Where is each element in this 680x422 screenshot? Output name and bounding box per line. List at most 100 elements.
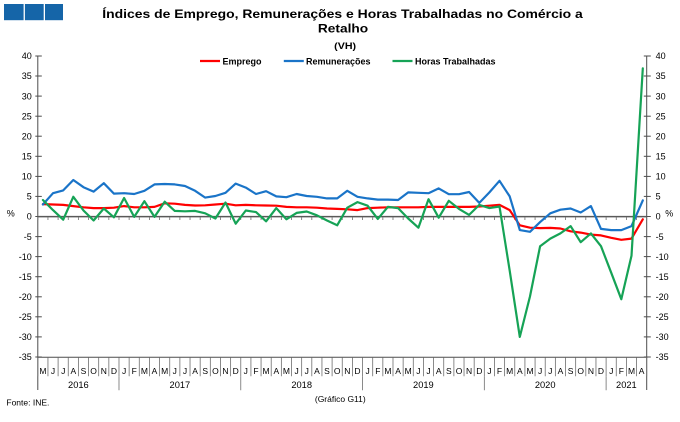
svg-text:S: S [568, 366, 574, 376]
svg-text:D: D [233, 366, 239, 376]
svg-text:15: 15 [22, 152, 32, 162]
svg-text:0: 0 [27, 212, 32, 222]
svg-text:S: S [324, 366, 330, 376]
svg-text:A: A [273, 366, 279, 376]
svg-text:10: 10 [22, 172, 32, 182]
svg-text:Remunerações: Remunerações [306, 57, 371, 67]
svg-text:M: M [141, 366, 148, 376]
svg-text:A: A [558, 366, 564, 376]
svg-text:F: F [619, 366, 624, 376]
svg-text:M: M [526, 366, 533, 376]
svg-text:A: A [395, 366, 401, 376]
svg-text:Índices de Emprego, Remuneraçõ: Índices de Emprego, Remunerações e Horas… [102, 6, 583, 21]
svg-text:F: F [132, 366, 137, 376]
svg-text:%: % [665, 209, 673, 219]
svg-text:-5: -5 [656, 232, 664, 242]
svg-text:15: 15 [656, 152, 666, 162]
svg-text:M: M [39, 366, 46, 376]
svg-text:25: 25 [656, 111, 666, 121]
svg-text:J: J [538, 366, 542, 376]
svg-text:-10: -10 [656, 252, 669, 262]
svg-text:F: F [497, 366, 502, 376]
svg-text:-25: -25 [19, 312, 32, 322]
svg-text:-15: -15 [19, 272, 32, 282]
svg-text:0: 0 [656, 212, 661, 222]
svg-text:-30: -30 [19, 332, 32, 342]
svg-text:30: 30 [22, 91, 32, 101]
svg-text:2021: 2021 [616, 380, 637, 390]
svg-text:-35: -35 [656, 352, 669, 362]
svg-text:A: A [517, 366, 523, 376]
svg-text:2019: 2019 [413, 380, 434, 390]
svg-text:-20: -20 [656, 292, 669, 302]
svg-text:S: S [81, 366, 87, 376]
svg-text:Fonte: INE.: Fonte: INE. [6, 398, 49, 408]
svg-text:-5: -5 [24, 232, 32, 242]
svg-text:J: J [609, 366, 613, 376]
svg-text:A: A [152, 366, 158, 376]
svg-text:N: N [588, 366, 594, 376]
svg-text:25: 25 [22, 111, 32, 121]
svg-text:5: 5 [656, 192, 661, 202]
svg-text:M: M [405, 366, 412, 376]
svg-text:2020: 2020 [535, 380, 556, 390]
svg-text:(VH): (VH) [334, 41, 356, 51]
svg-text:F: F [375, 366, 380, 376]
svg-text:D: D [476, 366, 482, 376]
svg-text:-20: -20 [19, 292, 32, 302]
svg-text:A: A [70, 366, 76, 376]
svg-text:D: D [598, 366, 604, 376]
svg-text:O: O [577, 366, 584, 376]
svg-text:S: S [202, 366, 208, 376]
svg-text:M: M [384, 366, 391, 376]
svg-text:J: J [426, 366, 430, 376]
svg-text:J: J [305, 366, 309, 376]
svg-text:O: O [212, 366, 219, 376]
svg-text:20: 20 [656, 131, 666, 141]
svg-text:D: D [111, 366, 117, 376]
svg-text:M: M [628, 366, 635, 376]
svg-text:N: N [222, 366, 228, 376]
svg-text:-30: -30 [656, 332, 669, 342]
svg-text:A: A [639, 366, 645, 376]
svg-text:J: J [487, 366, 491, 376]
svg-text:J: J [365, 366, 369, 376]
svg-text:-35: -35 [19, 352, 32, 362]
svg-text:20: 20 [22, 131, 32, 141]
svg-text:A: A [192, 366, 198, 376]
svg-text:J: J [51, 366, 55, 376]
svg-text:J: J [416, 366, 420, 376]
svg-text:-10: -10 [19, 252, 32, 262]
svg-text:Emprego: Emprego [223, 57, 263, 67]
svg-text:2017: 2017 [170, 380, 191, 390]
svg-text:J: J [548, 366, 552, 376]
svg-text:O: O [456, 366, 463, 376]
svg-text:J: J [61, 366, 65, 376]
svg-text:35: 35 [656, 71, 666, 81]
svg-text:N: N [466, 366, 472, 376]
svg-text:2016: 2016 [68, 380, 89, 390]
svg-text:(Gráfico G11): (Gráfico G11) [315, 394, 366, 404]
svg-text:Retalho: Retalho [318, 22, 368, 36]
svg-text:%: % [7, 209, 15, 219]
svg-text:M: M [161, 366, 168, 376]
svg-text:-15: -15 [656, 272, 669, 282]
svg-text:J: J [294, 366, 298, 376]
svg-text:A: A [314, 366, 320, 376]
svg-text:30: 30 [656, 91, 666, 101]
svg-text:40: 40 [22, 51, 32, 61]
svg-text:J: J [173, 366, 177, 376]
svg-text:10: 10 [656, 172, 666, 182]
svg-text:J: J [183, 366, 187, 376]
svg-text:5: 5 [27, 192, 32, 202]
svg-text:O: O [90, 366, 97, 376]
svg-text:J: J [244, 366, 248, 376]
svg-text:D: D [354, 366, 360, 376]
svg-text:35: 35 [22, 71, 32, 81]
svg-text:O: O [334, 366, 341, 376]
svg-text:Horas Trabalhadas: Horas Trabalhadas [415, 57, 496, 67]
svg-text:M: M [263, 366, 270, 376]
svg-text:S: S [446, 366, 452, 376]
svg-text:-25: -25 [656, 312, 669, 322]
svg-text:F: F [253, 366, 258, 376]
